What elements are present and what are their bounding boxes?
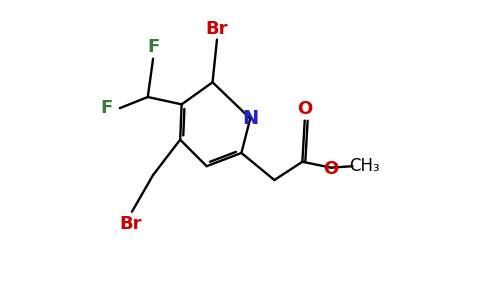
- Text: F: F: [147, 38, 159, 56]
- Text: Br: Br: [119, 214, 142, 232]
- Text: Br: Br: [206, 20, 228, 38]
- Text: F: F: [101, 99, 113, 117]
- Text: CH₃: CH₃: [349, 157, 379, 175]
- Text: O: O: [324, 160, 339, 178]
- Text: O: O: [297, 100, 312, 118]
- Text: N: N: [242, 109, 258, 128]
